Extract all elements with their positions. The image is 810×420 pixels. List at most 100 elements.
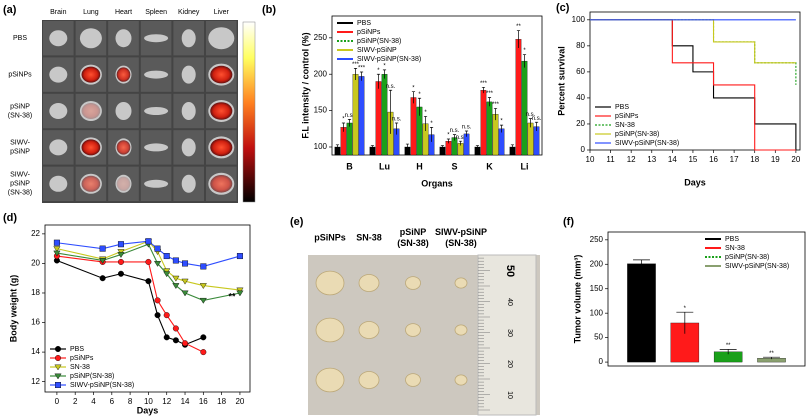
marker [163,312,170,319]
marker [145,278,152,285]
bar [410,97,417,156]
tumor [405,323,421,337]
tumor [454,324,468,336]
error-bar [417,97,422,116]
tumor [358,274,380,292]
fluorescence [210,138,233,157]
error-bar [464,130,469,137]
significance-label: * [447,133,450,139]
error-bar [440,145,445,149]
marker [154,261,162,267]
tumor [405,276,421,290]
organ [181,102,196,120]
column-label: Brain [50,9,66,16]
x-tick-label: 11 [606,155,615,164]
organ [144,70,169,79]
y-tick-label: 16 [31,318,40,327]
series-line [56,240,241,267]
tumor [358,321,380,339]
panel-label: (a) [3,4,17,16]
legend-label: PBS [357,20,371,27]
y-tick-label: 80 [576,41,585,50]
label-line: SN-38 [356,232,382,242]
marker [172,337,179,344]
fluorescence [210,65,233,84]
organ [49,103,68,119]
bar [352,74,359,156]
marker [154,245,161,252]
y-tick-label: 14 [31,347,40,356]
error-bar [388,89,393,134]
plot-frame [44,224,251,393]
organ [144,34,169,43]
label-line: PBS [13,35,27,42]
label-line: pSiNP [10,103,30,110]
marker [53,246,61,253]
column-label: Heart [115,9,132,16]
error-bar [499,124,504,133]
marker [236,290,244,297]
panel-label: (f) [563,216,574,228]
image-background [42,20,238,203]
legend-label: pSiNPs [70,355,94,362]
marker [117,241,124,248]
tumor [315,317,345,343]
legend-label: SIWV-pSiNP(SN-38) [615,140,679,147]
tumor [454,277,468,289]
ruler-label: 30 [506,329,513,337]
significance-label: ** [769,351,774,357]
x-tick-label: 19 [771,155,780,164]
x-tick-label: 14 [668,155,677,164]
marker [163,334,170,341]
significance-label: n.s. [462,125,472,131]
significance-label: n.s. [450,128,460,134]
tumor [315,367,345,393]
y-tick-label: 100 [590,308,604,317]
y-axis-label: Percent survival [556,46,566,116]
x-axis-label: Days [684,177,706,187]
series-line [56,255,204,353]
y-tick-label: 18 [31,288,40,297]
legend-label: PBS [725,236,739,243]
plot-frame [607,231,806,367]
y-tick-label: 100 [314,142,328,151]
x-tick-label: 12 [162,397,171,406]
column-label: Liver [214,9,230,16]
error-bar [475,145,480,149]
significance-label: * [430,121,433,127]
y-tick-label: 200 [590,259,604,268]
fluorescence [116,176,131,191]
y-tick-label: 40 [576,93,585,102]
x-tick-label: 6 [110,397,115,406]
fluorescence [116,67,131,82]
y-tick-label: 20 [31,259,40,268]
x-tick-label: 4 [91,397,96,406]
marker [236,253,243,260]
tumor [405,373,421,387]
error-bar [376,73,381,89]
significance-label: ** [516,24,521,30]
y-tick-label: 250 [590,235,604,244]
label-line: SIWV- [10,172,31,179]
legend-label: SIWV-pSiNP(SN-38) [725,263,789,270]
error-bar [394,122,399,135]
organ [144,143,169,152]
label-line: SIWV- [10,140,31,147]
error-bar [405,143,410,150]
significance-label: *** [480,81,488,87]
label-line: (SN-38) [445,238,477,248]
fluorescence [81,66,101,83]
marker [200,349,207,356]
y-tick-label: 22 [31,229,40,238]
error-bar [353,68,358,81]
bar [486,101,493,156]
bar [498,128,505,156]
bar [375,81,382,156]
bar [527,122,534,156]
marker [163,271,171,278]
error-bar [493,108,498,121]
tumor [454,374,468,386]
label-line: pSiNPs [314,232,346,242]
marker [117,270,124,277]
x-tick-label: H [416,161,423,171]
